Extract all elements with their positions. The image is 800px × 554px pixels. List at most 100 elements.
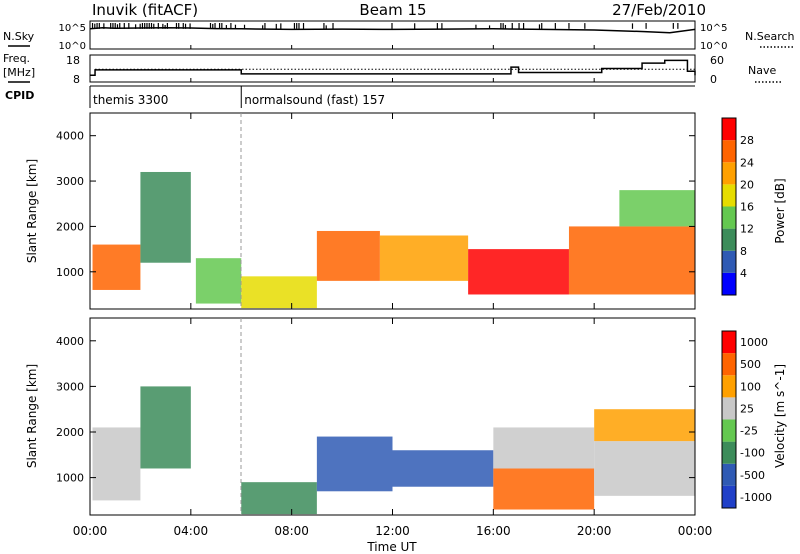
station-title: Inuvik (fitACF) [92,1,198,19]
power-region [140,171,191,263]
power-region [316,230,380,281]
nsky-label: N.Sky [3,30,35,43]
power-heatmap [92,171,695,309]
nave-label: Nave [748,64,776,77]
colorbar-swatch [722,250,736,273]
y-tick-label: 3000 [56,175,84,188]
cpid-label: CPID [5,89,34,102]
date-title: 27/Feb/2010 [612,1,706,19]
beam-title: Beam 15 [359,1,426,19]
power-region [379,235,469,281]
freq-label: Freq. [3,52,30,65]
colorbar-tick-label: 4 [740,267,747,280]
power-region [92,244,141,290]
x-tick-label: 20:00 [577,524,612,538]
velocity-region [92,427,141,501]
cpid-segment-label: normalsound (fast) 157 [244,93,385,107]
freq-unit-label: [MHz] [3,66,35,79]
colorbar-swatch [722,118,736,141]
noise-left-tick-top: 10^5 [59,23,86,34]
velocity-region [493,427,595,469]
x-tick-label: 16:00 [476,524,511,538]
colorbar-tick-label: 8 [740,245,747,258]
y-tick-label: 2000 [56,426,84,439]
time-x-ticks: 00:00 04:00 08:00 12:00 16:00 20:00 00:00 [73,45,713,538]
frequency-line [90,59,696,76]
colorbar-tick-label: 500 [740,358,761,371]
colorbar-tick-label: 28 [740,134,754,147]
freq-right-tick-top: 60 [710,54,724,67]
colorbar-swatch [722,441,736,464]
power-colorbar: 28 24 20 16 12 8 4 [721,117,754,296]
noise-right-tick-bottom: 10^0 [700,41,727,52]
power-region [568,226,695,295]
velocity-heatmap [92,386,695,515]
colorbar-tick-label: 100 [740,380,761,393]
colorbar-swatch [722,485,736,508]
cpid-segments: themis 3300 normalsound (fast) 157 [89,86,385,108]
freq-left-tick-bottom: 8 [73,73,80,86]
y-tick-label: 1000 [56,266,84,279]
colorbar-swatch [722,463,736,486]
x-tick-label: 04:00 [174,524,209,538]
colorbar-tick-label: 20 [740,178,754,191]
cpid-segment-label: themis 3300 [93,93,168,107]
velocity-y-ticks: 1000 2000 3000 4000 [56,335,695,485]
velocity-region [392,450,494,487]
velocity-region [594,441,695,496]
velocity-ylabel: Slant Range [km] [25,364,39,468]
power-ylabel: Slant Range [km] [25,159,39,263]
power-colorbar-title: Power [dB] [773,178,787,243]
colorbar-swatch [722,397,736,420]
colorbar-swatch [722,375,736,398]
velocity-region [493,468,595,510]
velocity-colorbar-title: Velocity [m s^-1] [773,364,787,468]
velocity-region [594,409,695,442]
colorbar-frame [721,117,737,296]
velocity-region [316,436,393,492]
sky-noise-line [89,26,696,34]
colorbar-swatch [722,272,736,295]
colorbar-tick-label: -25 [740,425,758,438]
freq-left-tick-top: 18 [66,54,80,67]
colorbar-swatch [722,353,736,376]
x-tick-label: 00:00 [678,524,713,538]
nsearch-label: N.Search [745,30,795,43]
velocity-colorbar: 1000 500 100 25 -25 -100 -500 -1000 [721,330,772,509]
colorbar-swatch [722,140,736,163]
velocity-region [140,386,191,469]
colorbar-swatch [722,228,736,251]
power-region [241,276,317,309]
power-region [195,258,242,304]
colorbar-tick-label: -1000 [740,491,772,504]
x-tick-label: 00:00 [73,524,108,538]
y-tick-label: 4000 [56,130,84,143]
power-y-ticks: 1000 2000 3000 4000 [56,130,695,279]
x-tick-label: 08:00 [274,524,309,538]
velocity-region [241,482,317,515]
colorbar-tick-label: 24 [740,156,754,169]
colorbar-swatch [722,331,736,354]
colorbar-tick-label: -100 [740,447,765,460]
x-tick-label: 12:00 [375,524,410,538]
colorbar-tick-label: -500 [740,469,765,482]
freq-right-tick-bottom: 0 [710,73,717,86]
y-tick-label: 2000 [56,220,84,233]
y-tick-label: 1000 [56,472,84,485]
colorbar-swatch [722,206,736,229]
y-tick-label: 3000 [56,380,84,393]
colorbar-tick-label: 25 [740,402,754,415]
noise-left-tick-bottom: 10^0 [59,41,86,52]
colorbar-tick-label: 12 [740,223,754,236]
colorbar-tick-label: 16 [740,201,754,214]
power-region [619,190,695,227]
colorbar-tick-label: 1000 [740,336,768,349]
power-region [468,249,569,295]
colorbar-swatch [722,184,736,207]
noise-right-tick-top: 10^5 [700,23,727,34]
colorbar-frame [721,330,737,509]
time-xlabel: Time UT [366,540,417,554]
y-tick-label: 4000 [56,335,84,348]
colorbar-swatch [722,162,736,185]
